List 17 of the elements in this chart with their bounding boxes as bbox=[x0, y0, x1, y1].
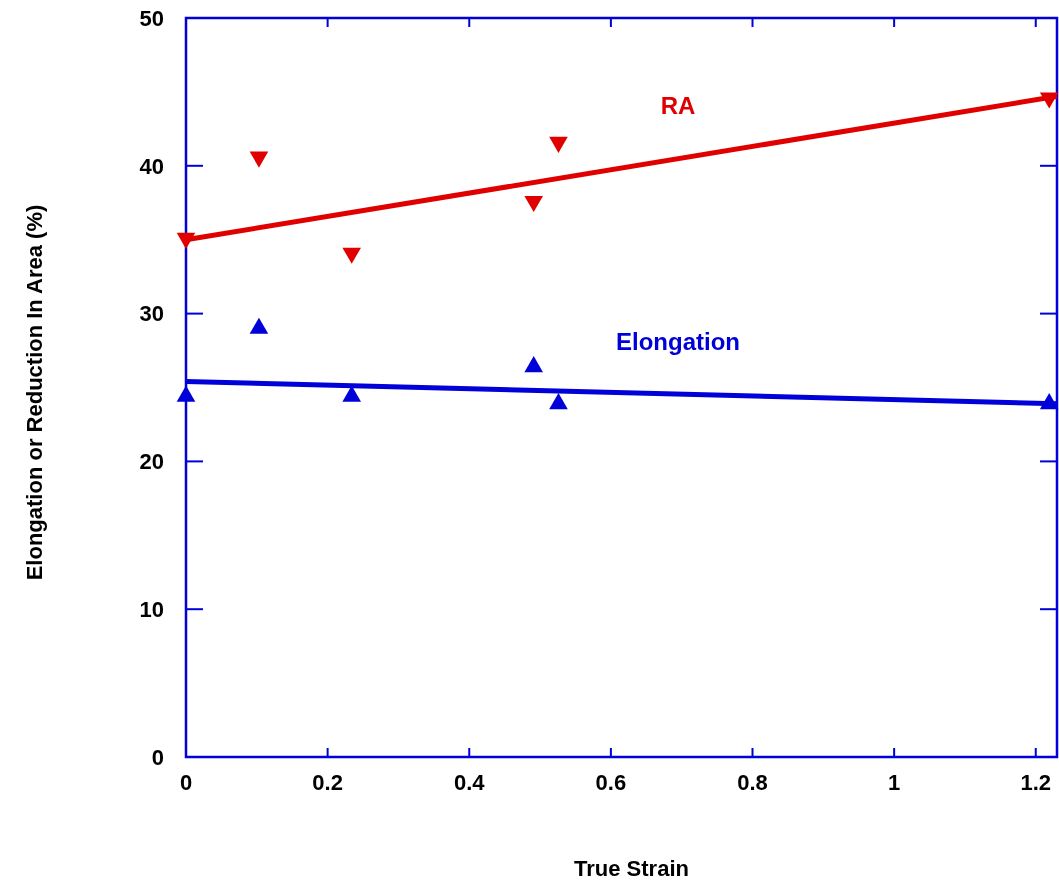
x-tick-label: 0.2 bbox=[312, 770, 343, 795]
y-tick-label: 30 bbox=[139, 301, 164, 327]
x-tick-label: 0.6 bbox=[595, 770, 627, 795]
x-tick-label: 0.4 bbox=[453, 770, 486, 795]
y-axis-title: Elongation or Reduction In Area (%) bbox=[22, 204, 47, 581]
y-tick-label: 50 bbox=[139, 5, 164, 31]
y-tick-label: 0 bbox=[151, 744, 164, 770]
text: RA bbox=[660, 92, 696, 120]
x-tick-label: 0.8 bbox=[737, 770, 768, 795]
y-tick-label: 20 bbox=[139, 449, 164, 475]
x-tick-label: 0 bbox=[179, 770, 193, 795]
text: Elongation bbox=[616, 327, 741, 355]
x-tick-label: 1.2 bbox=[1020, 770, 1052, 795]
y-tick-label: 10 bbox=[139, 596, 164, 622]
y-tick-label: 40 bbox=[139, 153, 164, 179]
x-tick-label: 1 bbox=[888, 770, 901, 795]
x-axis-title: True Strain bbox=[574, 856, 689, 881]
